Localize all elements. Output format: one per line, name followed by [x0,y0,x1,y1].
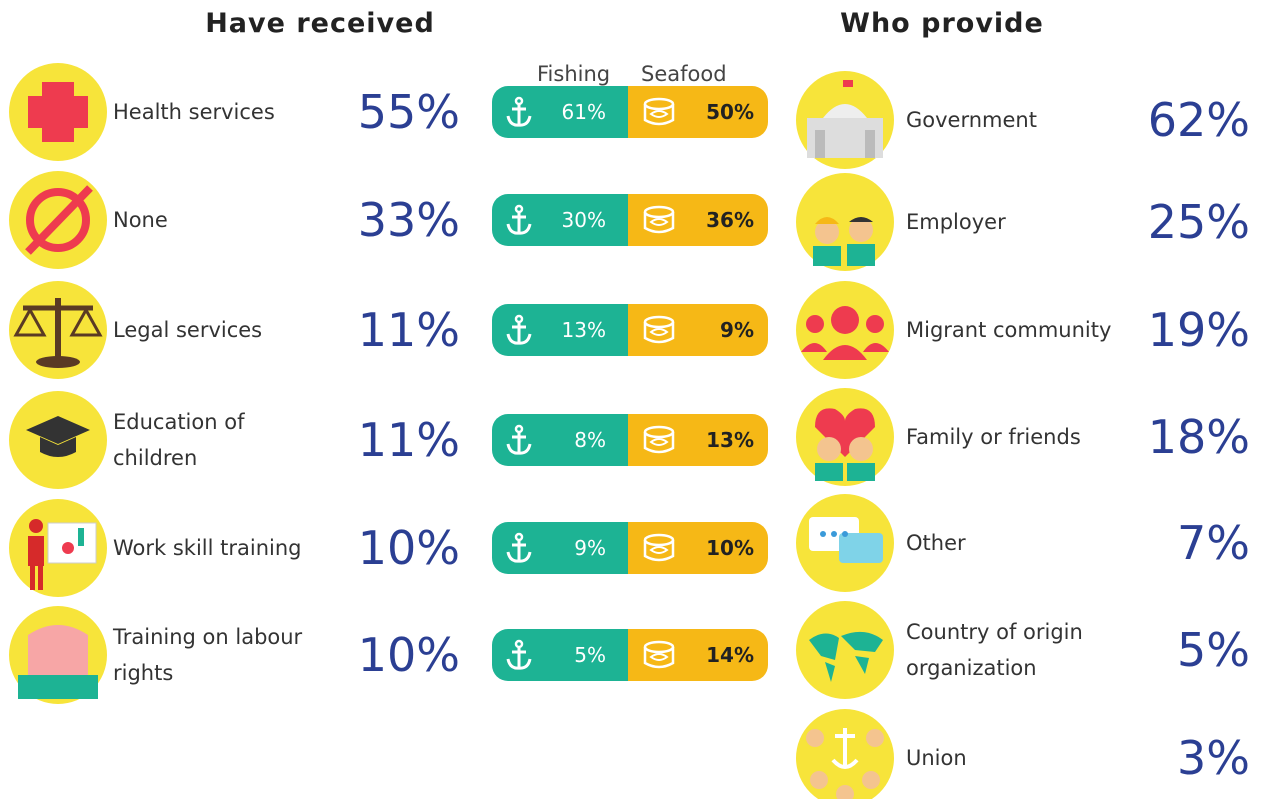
value: 25% [1147,195,1250,249]
total: 10% [357,628,460,682]
provider-row: Government 62% [0,70,1263,170]
label: Migrant community [906,318,1112,342]
fishing-value: 5% [574,643,606,667]
split-pill: 8% 13% [492,414,768,466]
icon [9,171,107,269]
total: 33% [357,193,460,247]
value: 18% [1147,410,1250,464]
split-pill: 61% 50% [492,86,768,138]
fishing-segment: 8% [492,414,628,466]
fishing-value: 13% [561,318,606,342]
icon [9,391,107,489]
label: Employer [906,210,1006,234]
column-header: Seafood [641,62,727,86]
provider-row: Migrant community 19% [0,280,1263,380]
split-pill: 30% 36% [492,194,768,246]
label: Union [906,746,967,770]
icon [796,388,894,486]
value: 3% [1177,731,1250,785]
icon [9,63,107,161]
received-row: Work skill training 10% 9% 10% [0,498,1263,598]
icon [796,601,894,699]
seafood-segment: 50% [628,86,768,138]
provider-row: Employer 25% [0,172,1263,272]
received-row: Health services 55% 61% 50% [0,62,1263,162]
icon [796,494,894,592]
icon [796,281,894,379]
received-row: Education of children 11% 8% 13% [0,390,1263,490]
label: Government [906,108,1037,132]
received-row: Training on labour rights 10% 5% 14% [0,605,1263,705]
seafood-value: 10% [706,536,754,560]
fishing-value: 30% [561,208,606,232]
icon [796,709,894,799]
fishing-segment: 30% [492,194,628,246]
label: Family or friends [906,425,1081,449]
fishing-value: 9% [574,536,606,560]
seafood-value: 9% [720,318,754,342]
value: 19% [1147,303,1250,357]
label: Work skill training [113,536,302,560]
seafood-value: 36% [706,208,754,232]
seafood-value: 50% [706,100,754,124]
fishing-segment: 9% [492,522,628,574]
fishing-segment: 61% [492,86,628,138]
icon [9,499,107,597]
icon [796,173,894,271]
label: Health services [113,100,275,124]
right-title: Who provide [840,8,1044,39]
fishing-value: 8% [574,428,606,452]
total: 10% [357,521,460,575]
value: 62% [1147,93,1250,147]
split-pill: 13% 9% [492,304,768,356]
icon [9,606,107,704]
fishing-value: 61% [561,100,606,124]
icon [9,281,107,379]
total: 11% [357,413,460,467]
label: Legal services [113,318,263,342]
split-pill: 5% 14% [492,629,768,681]
provider-row: Other 7% [0,493,1263,593]
icon [796,71,894,169]
label: Country of origin organization [906,620,1083,680]
received-row: Legal services 11% 13% 9% [0,280,1263,380]
seafood-segment: 36% [628,194,768,246]
column-header: Fishing [537,62,611,86]
total: 55% [357,85,460,139]
provider-row: Family or friends 18% [0,387,1263,487]
received-row: None 33% 30% 36% [0,170,1263,270]
label: Education of children [113,410,245,470]
value: 7% [1177,516,1250,570]
seafood-segment: 14% [628,629,768,681]
provider-row: Country of origin organization 5% [0,600,1263,700]
fishing-segment: 5% [492,629,628,681]
seafood-segment: 13% [628,414,768,466]
seafood-segment: 10% [628,522,768,574]
label: None [113,208,168,232]
label: Training on labour rights [113,625,303,685]
seafood-segment: 9% [628,304,768,356]
label: Other [906,531,966,555]
split-pill: 9% 10% [492,522,768,574]
seafood-value: 14% [706,643,754,667]
left-title: Have received [205,8,435,39]
provider-row: Union 3% [0,708,1263,799]
fishing-segment: 13% [492,304,628,356]
seafood-value: 13% [706,428,754,452]
value: 5% [1177,623,1250,677]
total: 11% [357,303,460,357]
